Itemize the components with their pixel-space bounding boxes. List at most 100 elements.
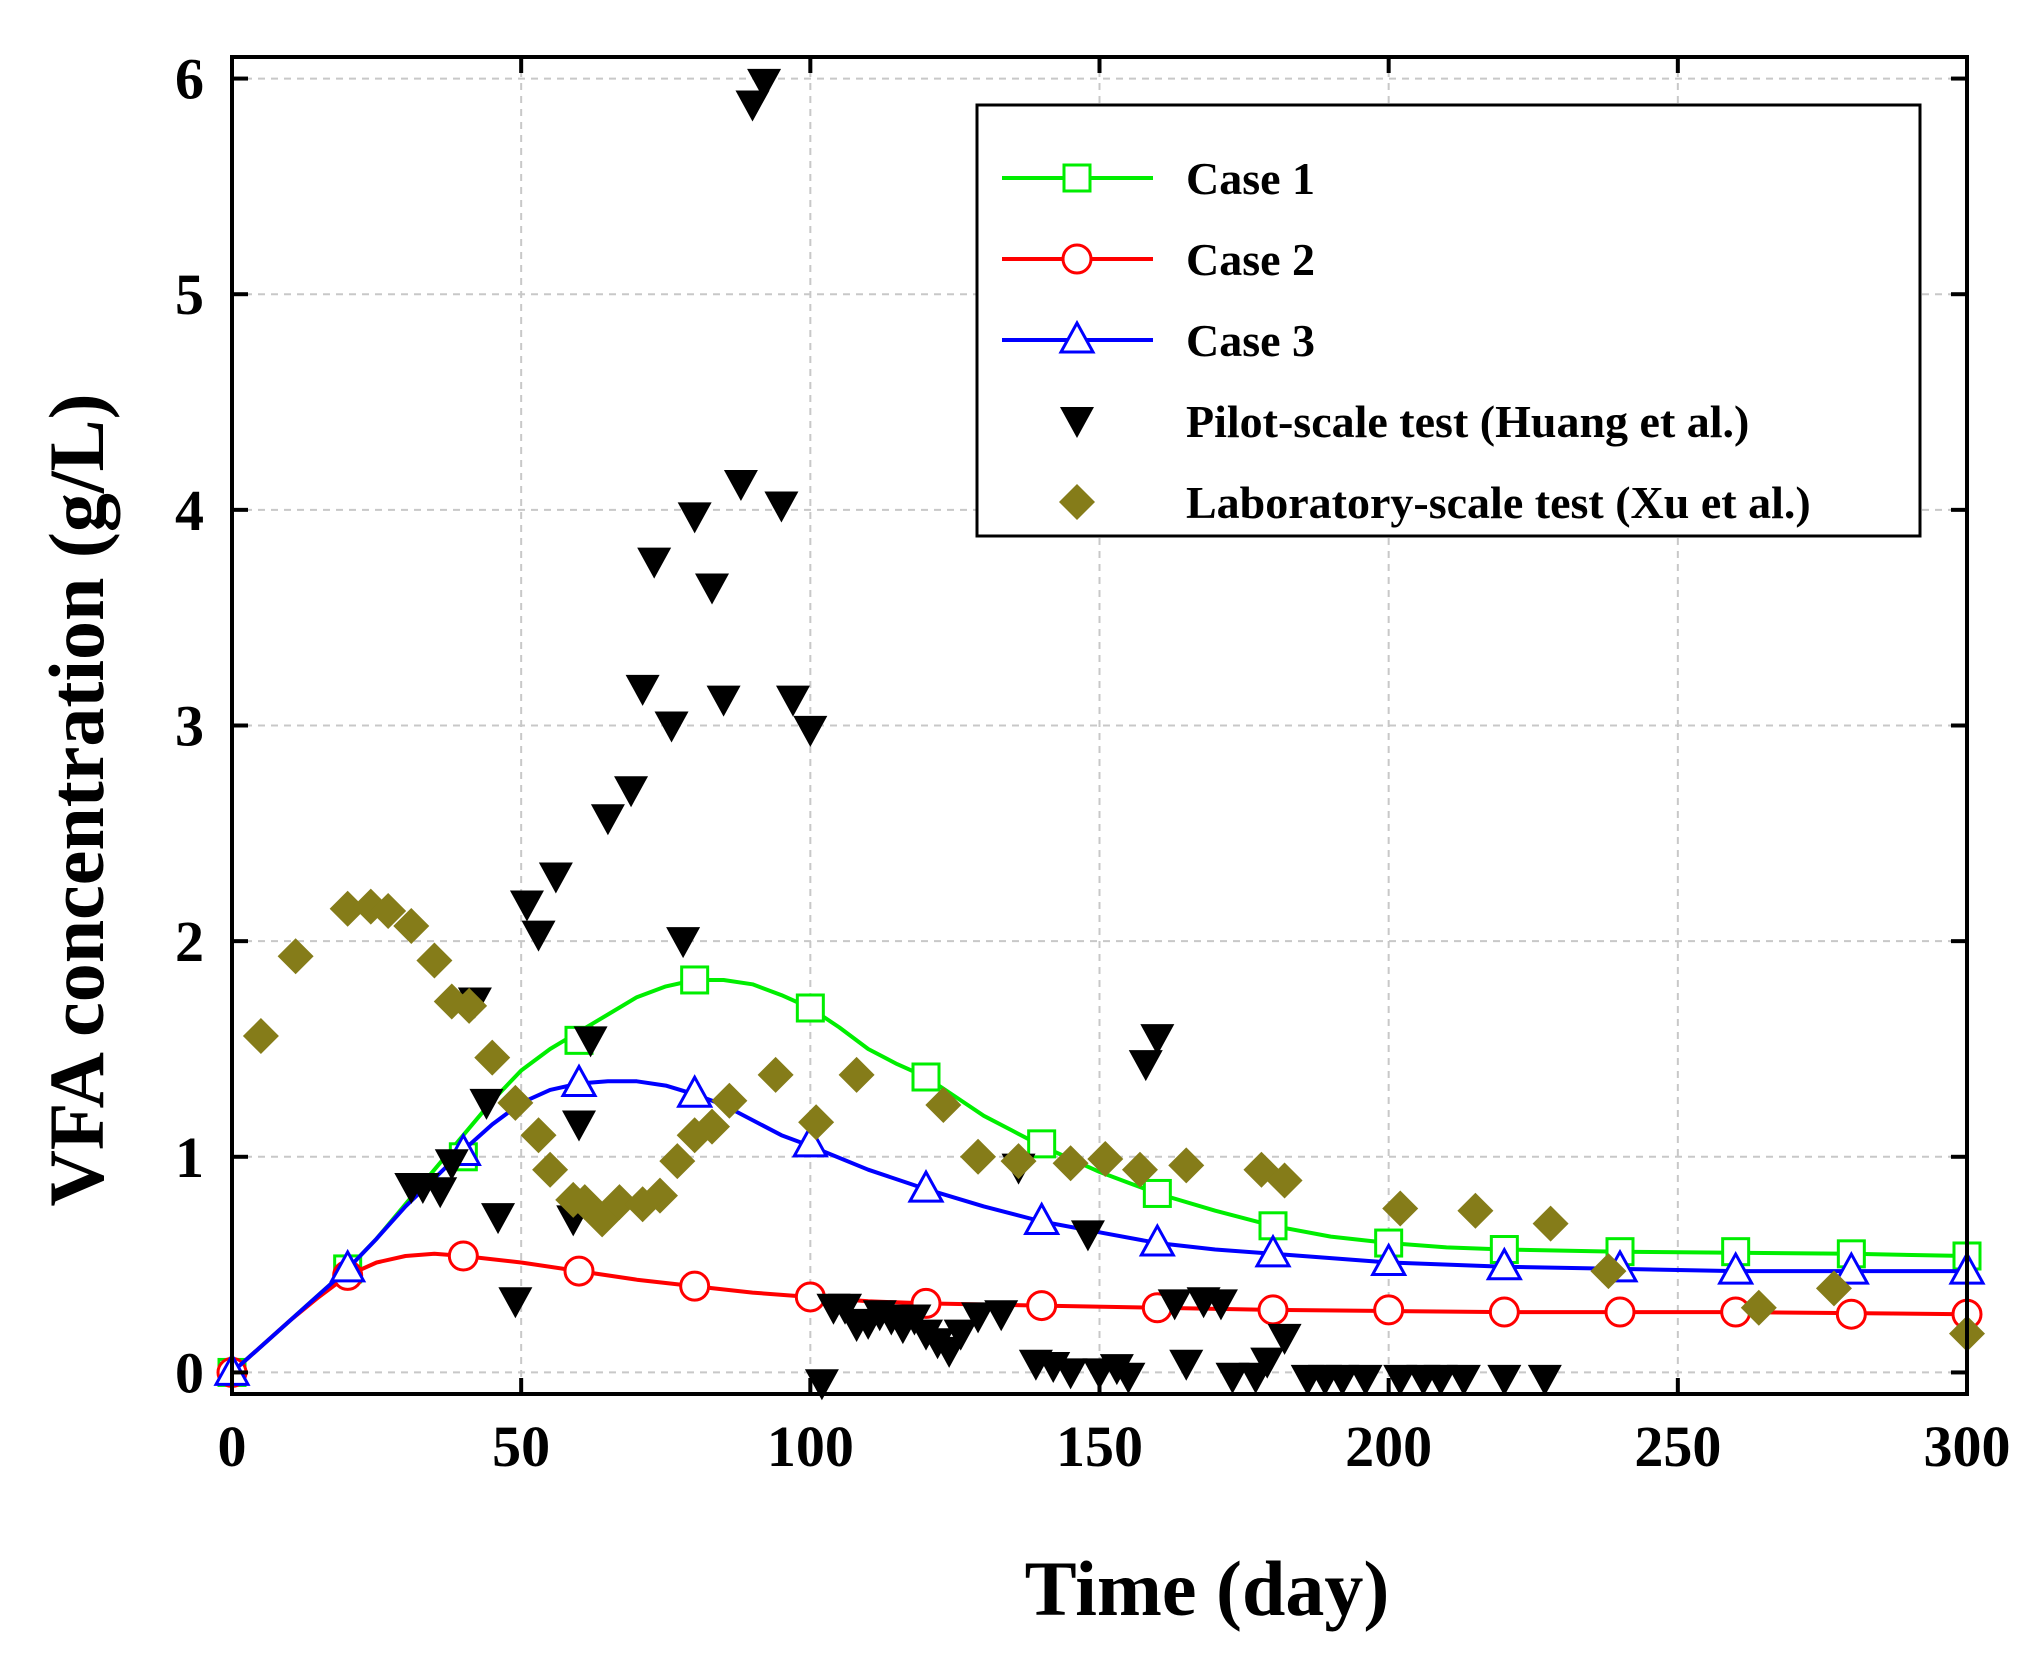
series-point-laboratory-scale-test-xu-et-al-32 xyxy=(1168,1147,1205,1184)
series-point-pilot-scale-test-huang-et-al-51 xyxy=(1111,1362,1146,1394)
series-pilot-scale-test-huang-et-al xyxy=(394,68,1562,1401)
series-point-pilot-scale-test-huang-et-al-55 xyxy=(1169,1349,1204,1381)
series-point-laboratory-scale-test-xu-et-al-40 xyxy=(1815,1270,1852,1307)
legend-label-case-1: Case 1 xyxy=(1186,153,1315,204)
series-point-laboratory-scale-test-xu-et-al-12 xyxy=(532,1151,569,1188)
series-marker-case-3-11 xyxy=(1485,1246,1523,1281)
series-point-laboratory-scale-test-xu-et-al-23 xyxy=(757,1056,794,1093)
series-point-laboratory-scale-test-xu-et-al-19 xyxy=(659,1143,696,1180)
x-tick-label-0: 0 xyxy=(218,1414,247,1479)
y-axis-title: VFA concentration (g/L) xyxy=(33,393,120,1206)
series-point-laboratory-scale-test-xu-et-al-27 xyxy=(960,1138,997,1175)
y-tick-label-0: 0 xyxy=(175,1340,204,1405)
series-point-laboratory-scale-test-xu-et-al-36 xyxy=(1457,1192,1494,1229)
legend-marker-case-2 xyxy=(1061,243,1093,275)
series-marker-case-3-7 xyxy=(1023,1201,1061,1235)
series-marker-case-3-1 xyxy=(329,1248,367,1283)
series-point-pilot-scale-test-huang-et-al-53 xyxy=(1140,1024,1175,1056)
y-tick-label-5: 5 xyxy=(175,262,204,327)
series-point-pilot-scale-test-huang-et-al-9 xyxy=(521,920,556,952)
x-tick-label-50: 50 xyxy=(492,1414,550,1479)
series-marker-case-2-4 xyxy=(679,1270,711,1302)
series-marker-case-1-4 xyxy=(680,965,710,995)
series-point-pilot-scale-test-huang-et-al-31 xyxy=(828,1293,863,1325)
series-point-laboratory-scale-test-xu-et-al-26 xyxy=(925,1087,962,1124)
series-marker-case-3-5 xyxy=(791,1123,829,1158)
series-point-laboratory-scale-test-xu-et-al-30 xyxy=(1087,1140,1124,1177)
series-point-laboratory-scale-test-xu-et-al-28 xyxy=(1000,1143,1037,1180)
series-point-laboratory-scale-test-xu-et-al-25 xyxy=(838,1056,875,1093)
series-point-pilot-scale-test-huang-et-al-70 xyxy=(1487,1364,1522,1396)
y-tick-label-3: 3 xyxy=(175,694,204,759)
series-point-laboratory-scale-test-xu-et-al-35 xyxy=(1382,1190,1419,1227)
series-point-pilot-scale-test-huang-et-al-28 xyxy=(793,715,828,747)
series-point-pilot-scale-test-huang-et-al-42 xyxy=(961,1302,996,1334)
series-point-pilot-scale-test-huang-et-al-8 xyxy=(509,890,544,922)
series-line-case-1 xyxy=(230,978,1968,1374)
legend-label-case-2: Case 2 xyxy=(1186,234,1315,285)
series-marker-case-2-10 xyxy=(1373,1294,1405,1326)
series-point-pilot-scale-test-huang-et-al-29 xyxy=(804,1369,839,1401)
y-tick-label-1: 1 xyxy=(175,1125,204,1190)
series-marker-case-3-10 xyxy=(1370,1242,1408,1276)
series-point-laboratory-scale-test-xu-et-al-39 xyxy=(1740,1289,1777,1326)
series-marker-case-2-14 xyxy=(1835,1298,1867,1330)
series-point-pilot-scale-test-huang-et-al-20 xyxy=(677,502,712,534)
axis-ticks: 0 50 100 150 200 250 300 0 1 2 3 4 5 6 xyxy=(175,47,2011,1479)
legend-box xyxy=(975,103,1922,538)
x-tick-label-100: 100 xyxy=(767,1414,854,1479)
series-point-pilot-scale-test-huang-et-al-61 xyxy=(1267,1323,1302,1355)
legend-marker-laboratory-scale-test-xu-et-al xyxy=(1059,484,1095,520)
series-point-laboratory-scale-test-xu-et-al-0 xyxy=(242,1018,279,1055)
y-tick-label-4: 4 xyxy=(175,478,204,543)
series-marker-case-3-3 xyxy=(560,1063,598,1097)
legend: Case 1 Case 2 Case 3 Pilot-scale test (Huan… xyxy=(975,103,1922,538)
series-marker-case-3-14 xyxy=(1832,1250,1870,1285)
series-point-pilot-scale-test-huang-et-al-60 xyxy=(1250,1347,1285,1379)
series-point-laboratory-scale-test-xu-et-al-22 xyxy=(711,1082,748,1119)
series-point-pilot-scale-test-huang-et-al-65 xyxy=(1348,1364,1383,1396)
series-point-pilot-scale-test-huang-et-al-57 xyxy=(1203,1289,1238,1321)
series-point-pilot-scale-test-huang-et-al-16 xyxy=(625,674,660,706)
series-marker-case-3-8 xyxy=(1138,1222,1176,1257)
series-point-laboratory-scale-test-xu-et-al-31 xyxy=(1121,1151,1158,1188)
series-point-pilot-scale-test-huang-et-al-3 xyxy=(434,1149,469,1181)
series-marker-case-3-9 xyxy=(1254,1233,1292,1268)
legend-label-case-3: Case 3 xyxy=(1186,315,1315,366)
plot-series xyxy=(213,68,1986,1401)
series-point-laboratory-scale-test-xu-et-al-24 xyxy=(798,1104,835,1141)
series-point-laboratory-scale-test-xu-et-al-37 xyxy=(1532,1205,1569,1242)
series-marker-case-2-3 xyxy=(563,1255,595,1287)
series-marker-case-1-6 xyxy=(911,1062,941,1092)
series-marker-case-3-6 xyxy=(907,1169,945,1203)
series-marker-case-1-7 xyxy=(1027,1129,1057,1159)
series-point-pilot-scale-test-huang-et-al-23 xyxy=(723,469,758,501)
series-point-pilot-scale-test-huang-et-al-43 xyxy=(984,1300,1019,1332)
series-point-pilot-scale-test-huang-et-al-66 xyxy=(1383,1364,1418,1396)
x-tick-label-300: 300 xyxy=(1924,1414,2011,1479)
series-point-pilot-scale-test-huang-et-al-6 xyxy=(481,1203,516,1235)
series-point-laboratory-scale-test-xu-et-al-9 xyxy=(474,1039,511,1076)
series-marker-case-2-9 xyxy=(1257,1294,1289,1326)
series-point-laboratory-scale-test-xu-et-al-29 xyxy=(1052,1145,1089,1182)
series-marker-case-1-5 xyxy=(795,993,825,1023)
series-point-pilot-scale-test-huang-et-al-64 xyxy=(1325,1364,1360,1396)
series-point-pilot-scale-test-huang-et-al-47 xyxy=(1053,1358,1088,1390)
series-laboratory-scale-test-xu-et-al xyxy=(242,888,1985,1352)
series-point-laboratory-scale-test-xu-et-al-1 xyxy=(277,938,314,975)
series-point-pilot-scale-test-huang-et-al-22 xyxy=(706,685,741,717)
series-point-laboratory-scale-test-xu-et-al-5 xyxy=(393,908,430,945)
series-point-pilot-scale-test-huang-et-al-12 xyxy=(562,1110,596,1142)
series-point-pilot-scale-test-huang-et-al-7 xyxy=(498,1287,533,1319)
x-tick-label-250: 250 xyxy=(1634,1414,1721,1479)
legend-marker-pilot-scale-test-huang-et-al xyxy=(1060,407,1094,438)
series-point-pilot-scale-test-huang-et-al-26 xyxy=(764,491,799,523)
series-point-pilot-scale-test-huang-et-al-19 xyxy=(666,927,701,959)
legend-marker-case-1 xyxy=(1062,163,1092,193)
series-point-laboratory-scale-test-xu-et-al-8 xyxy=(451,987,488,1024)
series-point-pilot-scale-test-huang-et-al-2 xyxy=(423,1177,458,1209)
legend-label-laboratory-scale-test-xu-et-al: Laboratory-scale test (Xu et al.) xyxy=(1186,477,1811,528)
series-point-laboratory-scale-test-xu-et-al-4 xyxy=(370,892,407,929)
